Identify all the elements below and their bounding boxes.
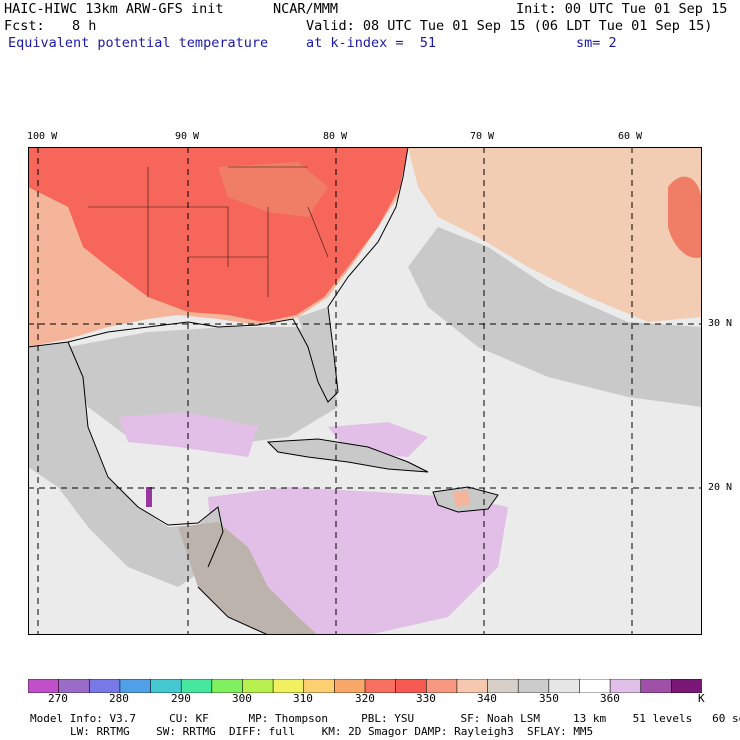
hispaniola-hot-spot [453,490,470,507]
colorbar-swatch [364,679,397,693]
colorbar-swatch [28,679,60,693]
colorbar-swatch [395,679,428,693]
east-hurricane-red [668,176,702,258]
model-title: HAIC-HIWC 13km ARW-GFS init [4,1,224,17]
cb-label-300: 300 [232,692,252,705]
forecast-label: Fcst: [4,18,45,34]
cuba-land [268,439,428,472]
model-info-line1: Model Info: V3.7 CU: KF MP: Thompson PBL… [30,712,740,725]
colorbar-swatch [211,679,244,693]
texas-warm [28,187,108,322]
colorbar-swatch [548,679,581,693]
field-name: Equivalent potential temperature [8,35,269,51]
colorbar-swatch [119,679,152,693]
init-time: Init: 00 UTC Tue 01 Sep 15 [516,1,728,17]
theta-e-map [28,147,702,635]
colorbar-swatch [58,679,91,693]
valid-time: Valid: 08 UTC Tue 01 Sep 15 (06 LDT Tue … [306,18,713,34]
lat-label-30n: 30 N [708,318,733,329]
colorbar-swatch [487,679,519,693]
colorbar-swatch [303,679,336,693]
lat-label-20n: 20 N [708,482,733,493]
colorbar-swatch [88,679,121,693]
colorbar-swatch [671,679,702,693]
central-america-land [178,522,318,635]
cb-label-280: 280 [109,692,129,705]
lon-label-100w: 100 W [27,131,58,142]
colorbar [28,679,702,693]
yucatan-purple-spot [146,487,152,507]
cb-label-310: 310 [293,692,313,705]
colorbar-swatch [334,679,366,693]
mexico-land [28,342,228,587]
colorbar-swatch [640,679,673,693]
cb-unit: K [698,692,705,705]
model-info-line2: LW: RRTMG SW: RRTMG DIFF: full KM: 2D Sm… [70,725,594,738]
smoothing-info: sm= 2 [576,35,617,51]
map-frame [28,147,702,635]
lon-label-90w: 90 W [175,131,200,142]
colorbar-swatch [425,679,458,693]
colorbar-swatch [272,679,305,693]
forecast-hour: 8 h [72,18,97,34]
us-gulf-coastline [28,147,409,403]
hispaniola-coastline [432,486,499,513]
colorbar-swatch [517,679,550,693]
us-hotter-core [218,162,328,217]
mexico-coastline [67,341,224,568]
cb-label-360: 360 [600,692,620,705]
caribbean-lavender [208,487,508,635]
colorbar-swatch [180,679,213,693]
center-label: NCAR/MMM [273,1,339,17]
state-borders [88,166,329,297]
atlantic-tan-swirl [408,147,702,322]
cb-label-340: 340 [477,692,497,705]
florida-land [298,307,338,402]
lon-label-70w: 70 W [470,131,495,142]
colorbar-swatch [609,679,642,693]
cb-label-330: 330 [416,692,436,705]
lon-label-80w: 80 W [323,131,348,142]
colorbar-swatch [150,679,182,693]
cb-label-320: 320 [355,692,375,705]
level-info: at k-index = 51 [306,35,437,51]
cb-label-350: 350 [539,692,559,705]
colorbar-swatch [456,679,489,693]
cuba-coastline [266,438,429,473]
atlantic-gray-band [408,227,702,407]
central-america-coastline [197,586,269,635]
colorbar-swatch [242,679,274,693]
colorbar-swatch [579,679,611,693]
cb-label-270: 270 [48,692,68,705]
lon-label-60w: 60 W [618,131,643,142]
cb-label-290: 290 [171,692,191,705]
